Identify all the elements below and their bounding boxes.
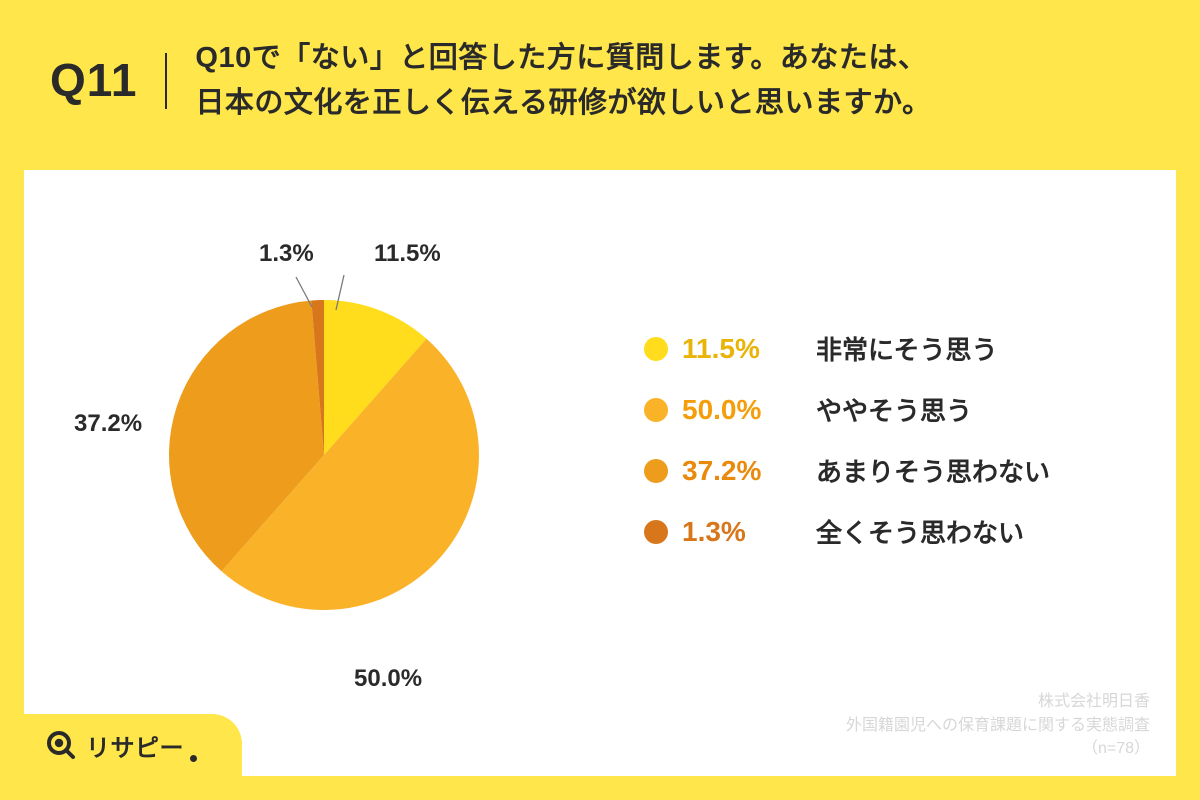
question-text: Q10で「ない」と回答した方に質問します。あなたは、日本の文化を正しく伝える研修…	[195, 36, 931, 126]
legend-percent: 1.3%	[682, 516, 802, 548]
pie-callout-label: 11.5%	[374, 240, 441, 268]
legend-dot-icon	[644, 520, 668, 544]
legend-row: 11.5% 非常にそう思う	[644, 330, 1050, 367]
legend-label: 全くそう思わない	[816, 513, 1024, 550]
brand-logo-icon	[46, 730, 76, 760]
pie-callout-label: 50.0%	[354, 665, 422, 693]
credit-company: 株式会社明日香	[846, 690, 1150, 713]
legend-dot-icon	[644, 337, 668, 361]
legend-dot-icon	[644, 459, 668, 483]
legend-label: あまりそう思わない	[816, 452, 1050, 489]
legend-percent: 50.0%	[682, 394, 802, 426]
legend-percent: 37.2%	[682, 455, 802, 487]
brand-name: リサピー	[86, 728, 184, 763]
legend-label: 非常にそう思う	[816, 330, 997, 367]
pie-callout-label: 1.3%	[259, 240, 314, 268]
legend-label: ややそう思う	[816, 391, 972, 428]
brand-tab: リサピー	[24, 714, 242, 776]
legend-row: 37.2% あまりそう思わない	[644, 452, 1050, 489]
question-number: Q11	[50, 53, 167, 108]
pie-callout-label: 37.2%	[74, 410, 142, 438]
legend-percent: 11.5%	[682, 333, 802, 365]
header: Q11 Q10で「ない」と回答した方に質問します。あなたは、日本の文化を正しく伝…	[0, 0, 1200, 150]
brand-dot-icon	[190, 755, 197, 762]
legend: 11.5% 非常にそう思う 50.0% ややそう思う 37.2% あまりそう思わない 1.3…	[644, 330, 1050, 550]
legend-dot-icon	[644, 398, 668, 422]
pie-chart-area: 11.5%50.0%37.2%1.3%	[84, 185, 564, 745]
pie-chart	[169, 300, 479, 610]
credit-n: （n=78）	[846, 737, 1150, 760]
chart-panel: 11.5% 50.0% 37.2% 1.3% 11.5% 非常にそう思う 50.0% ややそ…	[24, 170, 1176, 776]
credit-survey: 外国籍園児への保育課題に関する実態調査	[846, 714, 1150, 737]
legend-row: 1.3% 全くそう思わない	[644, 513, 1050, 550]
footer-credit: 株式会社明日香 外国籍園児への保育課題に関する実態調査 （n=78）	[846, 690, 1150, 760]
legend-row: 50.0% ややそう思う	[644, 391, 1050, 428]
